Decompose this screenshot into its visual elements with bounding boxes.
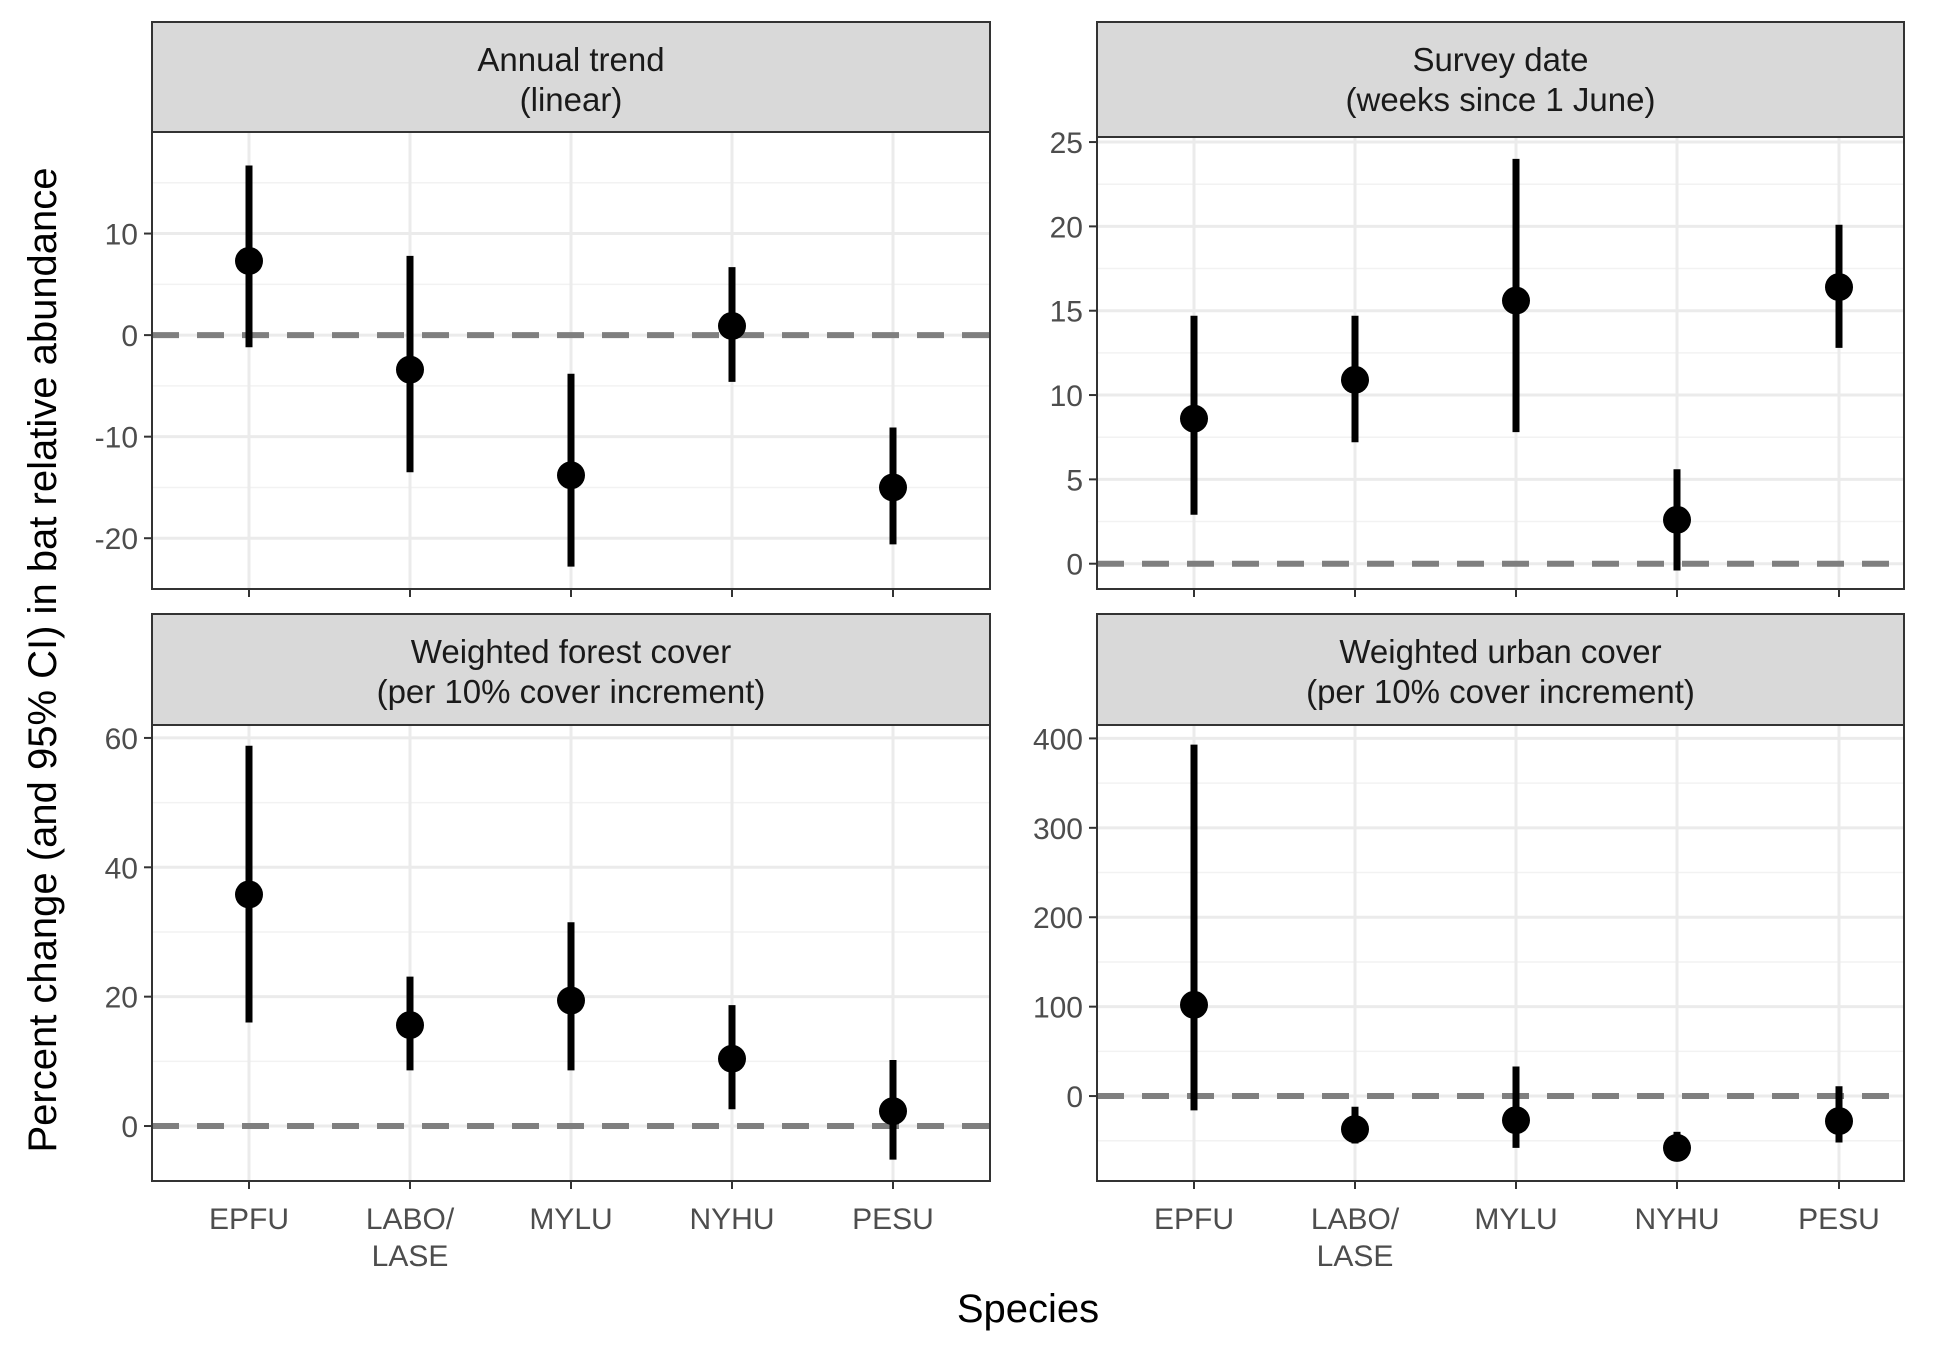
estimate-point-pesu <box>879 1097 907 1126</box>
facet-strip <box>1096 21 1905 138</box>
estimate-point-mylu <box>1502 286 1530 315</box>
panel-3: Weighted forest cover (per 10% cover incr… <box>105 613 991 1273</box>
estimate-point-pesu <box>879 473 907 502</box>
y-tick-label: 200 <box>1033 902 1083 935</box>
facet-title: Weighted urban cover (per 10% cover incre… <box>1306 633 1695 710</box>
estimate-point-mylu <box>557 986 585 1015</box>
x-tick-label: NYHU <box>689 1203 774 1236</box>
y-axis-title: Percent change (and 95% CI) in bat relat… <box>21 167 65 1152</box>
facet-strip <box>1096 613 1905 726</box>
estimate-point-nyhu <box>1663 1133 1691 1162</box>
estimate-point-nyhu <box>718 1044 746 1073</box>
x-tick-label: EPFU <box>1154 1203 1234 1236</box>
panel-2: Survey date (weeks since 1 June) 0 5 10 15 20 2… <box>1050 21 1905 597</box>
estimate-point-epfu <box>235 246 263 275</box>
estimate-point-epfu <box>1180 990 1208 1019</box>
y-tick-label: 20 <box>1050 211 1083 244</box>
x-axis-title: Species <box>957 1287 1099 1331</box>
x-tick-label: PESU <box>852 1203 934 1236</box>
y-tick-label: 15 <box>1050 296 1083 329</box>
y-tick-label: 300 <box>1033 813 1083 846</box>
y-tick-label: 0 <box>121 1111 138 1144</box>
estimate-point-labo-lase <box>1341 365 1369 394</box>
estimate-point-mylu <box>557 461 585 490</box>
x-tick-label: EPFU <box>209 1203 289 1236</box>
panel-1: Annual trend (linear) -20 -10 0 10 <box>95 21 991 597</box>
facet-title: Weighted forest cover (per 10% cover incr… <box>377 633 766 710</box>
facet-strip <box>151 613 991 726</box>
y-tick-label: 40 <box>105 852 138 885</box>
x-tick-label: NYHU <box>1634 1203 1719 1236</box>
estimate-point-nyhu <box>1663 505 1691 534</box>
estimate-point-labo-lase <box>396 1011 424 1040</box>
panel-border <box>1096 136 1905 590</box>
y-tick-label: 0 <box>1066 1081 1083 1114</box>
facet-title: Survey date (weeks since 1 June) <box>1346 41 1656 118</box>
x-tick-label: LABO/LASE <box>366 1203 455 1273</box>
y-tick-label: -10 <box>95 422 138 455</box>
x-tick-label: PESU <box>1798 1203 1880 1236</box>
estimate-point-epfu <box>235 880 263 909</box>
x-tick-label: LABO/LASE <box>1311 1203 1400 1273</box>
y-tick-label: 5 <box>1066 464 1083 497</box>
panel-border <box>1096 724 1905 1182</box>
y-tick-label: 60 <box>105 723 138 756</box>
y-tick-label: 0 <box>121 320 138 353</box>
panel-4: Weighted urban cover (per 10% cover incre… <box>1033 613 1905 1273</box>
y-tick-label: 25 <box>1050 127 1083 160</box>
estimate-point-labo-lase <box>396 355 424 384</box>
y-tick-label: 0 <box>1066 549 1083 582</box>
y-tick-label: 10 <box>105 219 138 252</box>
facet-strip <box>151 21 991 133</box>
facet-title: Annual trend (linear) <box>477 41 664 118</box>
x-tick-label: MYLU <box>1474 1203 1557 1236</box>
estimate-point-labo-lase <box>1341 1115 1369 1144</box>
estimate-point-pesu <box>1825 1107 1853 1136</box>
y-tick-label: 100 <box>1033 992 1083 1025</box>
y-tick-label: 20 <box>105 982 138 1015</box>
y-tick-label: 400 <box>1033 723 1083 756</box>
estimate-point-mylu <box>1502 1106 1530 1135</box>
estimate-point-nyhu <box>718 311 746 340</box>
x-tick-label: MYLU <box>529 1203 612 1236</box>
estimate-point-pesu <box>1825 273 1853 302</box>
y-tick-label: 10 <box>1050 380 1083 413</box>
y-tick-label: -20 <box>95 523 138 556</box>
estimate-point-epfu <box>1180 404 1208 433</box>
